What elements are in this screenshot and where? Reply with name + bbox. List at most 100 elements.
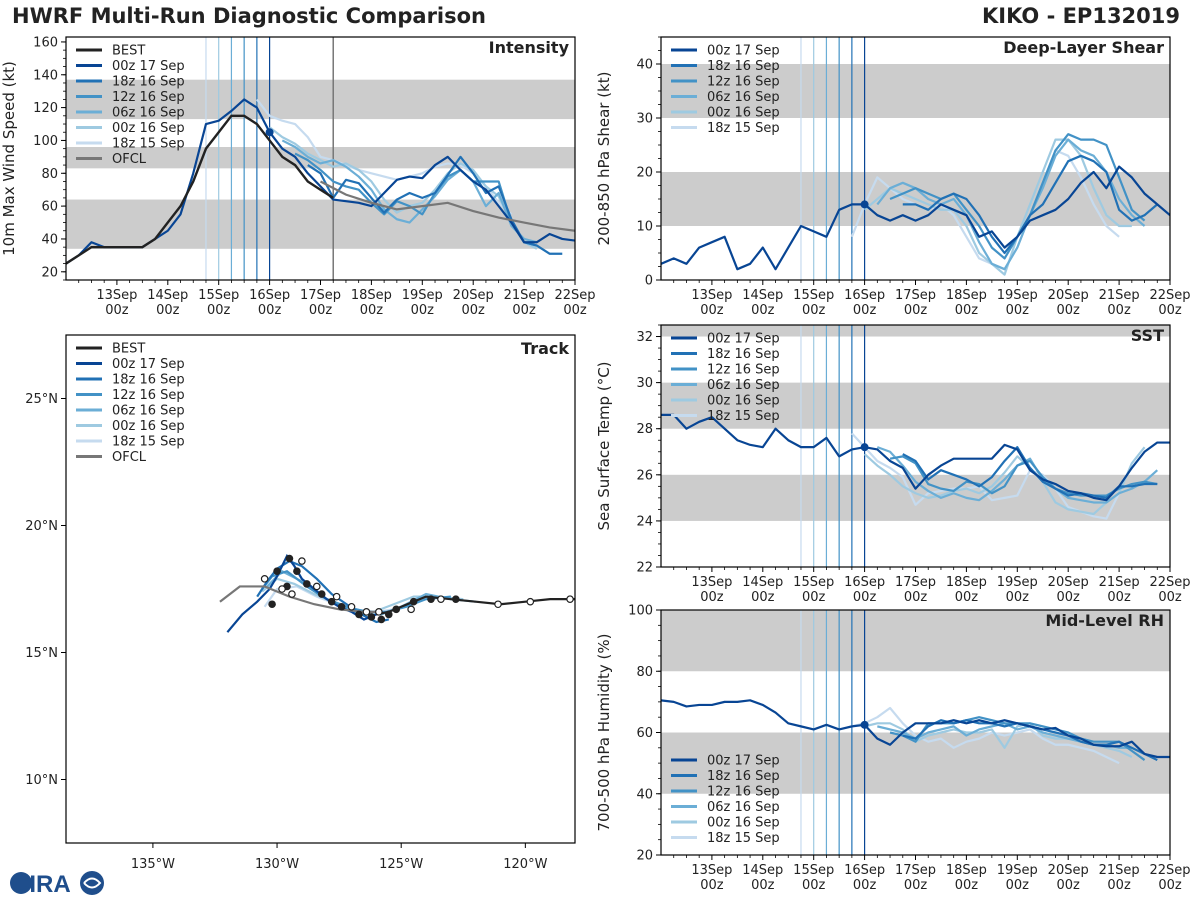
rh-legend-label: 00z 16 Sep: [707, 816, 780, 831]
sst-xtick-label: 19Sep: [997, 575, 1038, 590]
panel-sst: 22242628303213Sep00z14Sep00z15Sep00z16Se…: [595, 324, 1191, 605]
sst-xtick-label: 14Sep: [742, 575, 783, 590]
shear-xtick-label: 00z: [700, 303, 724, 318]
track-position-point: [384, 610, 393, 619]
intensity-xtick-label: 17Sep: [300, 288, 341, 303]
intensity-xtick-label: 00z: [207, 303, 231, 318]
rh-init-marker: [860, 720, 869, 729]
sst-ytick-label: 28: [636, 422, 653, 437]
rh-xtick-label: 00z: [853, 878, 877, 893]
intensity-xtick-label: 22Sep: [554, 288, 595, 303]
rh-legend-label: 18z 15 Sep: [707, 831, 780, 846]
sst-series-line: [863, 446, 1146, 516]
rh-plot-area: [661, 610, 1170, 855]
shear-xtick-label: 00z: [1057, 303, 1081, 318]
intensity-ylabel: 10m Max Wind Speed (kt): [0, 61, 18, 256]
shear-ytick-label: 40: [636, 58, 653, 73]
track-position-point: [377, 615, 386, 624]
shear-xtick-label: 00z: [751, 303, 775, 318]
rh-threshold-band: [661, 610, 1170, 672]
shear-legend-label: 00z 17 Sep: [707, 44, 780, 59]
shear-xtick-label: 19Sep: [997, 288, 1038, 303]
intensity-xtick-label: 00z: [309, 303, 333, 318]
intensity-ytick-label: 60: [41, 200, 58, 215]
track-legend-label: 18z 16 Sep: [112, 373, 185, 388]
rh-series-line: [851, 706, 1120, 765]
track-position-point: [409, 597, 418, 606]
intensity-legend-label: 06z 16 Sep: [112, 106, 185, 121]
track-legend-label: 18z 15 Sep: [112, 435, 185, 450]
swirl-icon: [80, 871, 104, 895]
track-position-open-point: [312, 582, 321, 591]
intensity-best-line: [66, 114, 334, 265]
rh-legend-label: 06z 16 Sep: [707, 800, 780, 815]
rh-xtick-label: 16Sep: [844, 863, 885, 878]
sst-ytick-label: 24: [636, 514, 653, 529]
track-position-open-point: [298, 557, 306, 565]
intensity-xtick-label: 19Sep: [402, 288, 443, 303]
track-position-open-point: [437, 595, 445, 603]
track-ytick-label: 15°N: [25, 646, 58, 661]
track-ytick-label: 10°N: [25, 773, 58, 788]
rh-ytick-label: 100: [628, 604, 653, 619]
shear-xtick-label: 00z: [802, 303, 826, 318]
sst-ylabel: Sea Surface Temp (°C): [595, 361, 613, 530]
track-legend-label: OFCL: [112, 450, 147, 465]
rh-legend-label: 00z 17 Sep: [707, 754, 780, 769]
intensity-ytick-label: 80: [41, 167, 58, 182]
track-legend-label: 00z 17 Sep: [112, 357, 185, 372]
intensity-xtick-label: 00z: [462, 303, 486, 318]
track-best-point: [566, 595, 574, 603]
sst-xtick-label: 00z: [700, 590, 724, 605]
rh-xtick-label: 00z: [904, 878, 928, 893]
sst-ytick-label: 30: [636, 376, 653, 391]
intensity-xtick-label: 18Sep: [351, 288, 392, 303]
sst-ytick-label: 22: [636, 561, 653, 576]
rh-xtick-label: 19Sep: [997, 863, 1038, 878]
rh-ylabel: 700-500 hPa Humidity (%): [595, 633, 613, 831]
storm-id: KIKO - EP132019: [981, 4, 1180, 28]
shear-xtick-label: 00z: [1158, 303, 1182, 318]
sst-legend-label: 00z 17 Sep: [707, 332, 780, 347]
shear-xtick-label: 22Sep: [1149, 288, 1190, 303]
track-plot-area: [219, 553, 575, 633]
track-position-point: [427, 595, 435, 603]
track-position-open-point: [332, 592, 341, 601]
sst-xtick-label: 21Sep: [1099, 575, 1140, 590]
rh-ytick-label: 60: [636, 726, 653, 741]
track-position-point: [392, 605, 401, 614]
rh-series-line: [661, 699, 1170, 759]
track-position-point: [293, 567, 301, 576]
sst-init-marker: [860, 443, 869, 452]
intensity-legend-label: 18z 16 Sep: [112, 75, 185, 90]
sst-series-line: [661, 413, 1170, 502]
shear-series-line: [902, 154, 1158, 255]
intensity-legend-label: 12z 16 Sep: [112, 90, 185, 105]
panel-rh: 2040608010013Sep00z14Sep00z15Sep00z16Sep…: [595, 604, 1191, 894]
track-xtick-label: 120°W: [503, 857, 547, 872]
intensity-ofcl-line: [319, 180, 575, 232]
track-xtick-label: 130°W: [255, 857, 299, 872]
sst-legend-label: 12z 16 Sep: [707, 363, 780, 378]
intensity-series-line: [256, 98, 513, 216]
rh-xtick-label: 00z: [1006, 878, 1030, 893]
track-position-open-point: [278, 585, 286, 593]
rh-xtick-label: 14Sep: [742, 863, 783, 878]
shear-xtick-label: 13Sep: [691, 288, 732, 303]
shear-xtick-label: 15Sep: [793, 288, 834, 303]
sst-xtick-label: 16Sep: [844, 575, 885, 590]
sst-ytick-label: 26: [636, 468, 653, 483]
track-position-point: [303, 580, 311, 588]
intensity-legend-label: 00z 16 Sep: [112, 121, 185, 136]
rh-xtick-label: 00z: [1107, 878, 1131, 893]
track-position-open-point: [362, 608, 371, 616]
sst-xtick-label: 00z: [1006, 590, 1030, 605]
intensity-xtick-label: 00z: [512, 303, 536, 318]
sst-legend-label: 06z 16 Sep: [707, 378, 780, 393]
track-position-point: [355, 610, 363, 619]
shear-ytick-label: 0: [645, 274, 653, 289]
panel-track: 10°N 15°N 20°N 25°N 135°W 130°W 125°W 120°W Trac…: [25, 334, 576, 872]
intensity-plot-area: [66, 37, 575, 280]
rh-ytick-label: 20: [636, 849, 653, 864]
